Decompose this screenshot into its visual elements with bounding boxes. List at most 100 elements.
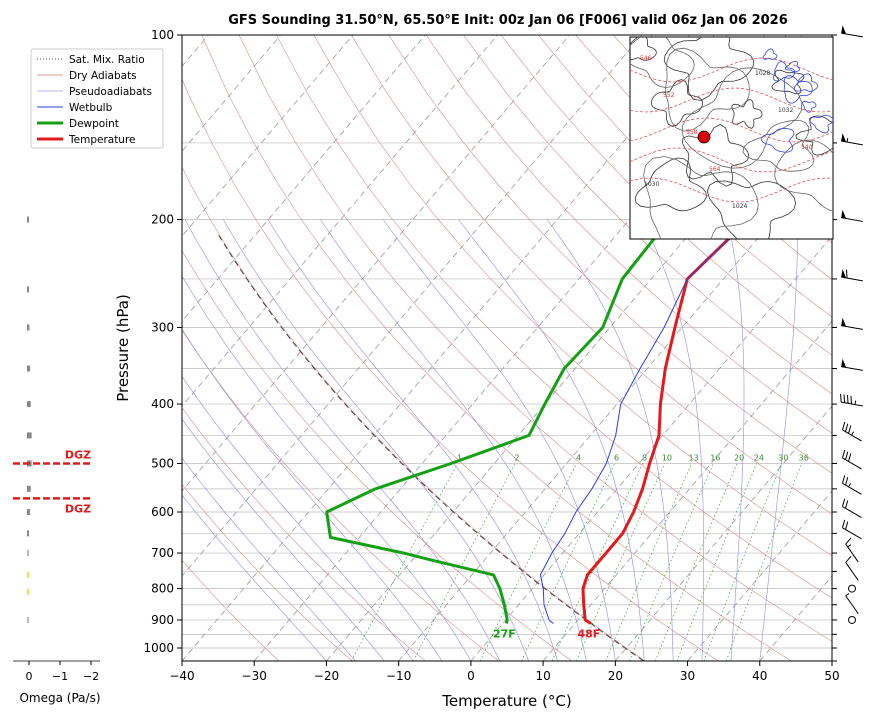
mixing-ratio-label: 20 — [734, 453, 744, 462]
legend-label: Pseudoadiabats — [69, 86, 152, 98]
wind-barb — [845, 555, 859, 581]
wind-barbs — [840, 25, 863, 624]
x-tick-label: 20 — [608, 669, 623, 683]
wind-barb — [841, 133, 863, 146]
map-contour — [650, 79, 704, 127]
pseudoadiabat — [727, 219, 745, 661]
map-contour — [784, 60, 800, 73]
wind-barb — [841, 475, 862, 495]
mixing-ratio-line — [703, 463, 782, 661]
map-contour — [742, 119, 815, 172]
y-tick-label: 400 — [151, 397, 174, 411]
pseudoadiabat — [223, 219, 529, 661]
map-contour-label: 1032 — [778, 107, 793, 114]
dry-adiabat — [538, 35, 832, 318]
y-tick-label: 500 — [151, 456, 174, 470]
barb-full — [848, 453, 852, 462]
barb-half — [847, 544, 852, 548]
map-contour — [634, 157, 707, 212]
pseudoadiabat — [184, 219, 501, 661]
barb-staff — [842, 506, 862, 518]
isotherm-line — [182, 35, 498, 407]
pseudoadiabat — [382, 219, 616, 661]
barb-full — [850, 395, 853, 405]
y-tick-label: 200 — [151, 213, 174, 227]
dry-adiabat — [182, 559, 280, 661]
axes: −40 −30 −20 −10 0 10 20 30 40 50 100 200 300 400 500 60… — [143, 28, 839, 683]
dry-adiabat — [463, 35, 832, 395]
pseudoadiabat — [182, 275, 472, 661]
omega-bar — [27, 365, 31, 372]
wind-barb — [840, 393, 863, 407]
omega-bar — [27, 509, 31, 516]
barb-full — [848, 425, 852, 434]
y-tick-label: 800 — [151, 582, 174, 596]
legend-label: Temperature — [68, 134, 136, 146]
barb-staff — [842, 457, 862, 470]
map-contour — [762, 48, 778, 60]
barb-full — [843, 394, 846, 403]
barb-half — [848, 483, 851, 488]
barb-pennant — [841, 358, 847, 368]
series-dewpoint — [325, 44, 832, 624]
pseudoadiabat — [182, 375, 414, 661]
wind-barb-calm — [848, 584, 856, 593]
barb-staff — [845, 562, 859, 581]
dry-adiabat — [388, 35, 832, 474]
isotherm-line — [182, 35, 282, 152]
map-contour — [681, 67, 803, 169]
barb-full — [841, 498, 846, 507]
y-tick-label: 900 — [151, 613, 174, 627]
dry-adiabat — [182, 77, 719, 661]
y-tick-label: 300 — [151, 320, 174, 334]
omega-bar — [27, 324, 30, 331]
location-marker — [697, 130, 711, 144]
profile-curves — [325, 44, 832, 625]
mixing-ratio-line — [521, 463, 615, 661]
mixing-ratio-line — [654, 463, 738, 661]
map-contour-label: 546 — [640, 55, 652, 62]
omega-bar — [27, 485, 31, 492]
wind-barb-calm — [848, 615, 856, 624]
wind-barb — [845, 593, 859, 615]
isotherm-line — [542, 320, 832, 661]
map-contour — [760, 128, 795, 153]
map-contour-label: 564 — [709, 166, 721, 173]
legend-label: Dry Adiabats — [69, 70, 137, 82]
legend-label: Dewpoint — [69, 118, 119, 130]
omega-bar — [27, 401, 31, 408]
barb-staff — [842, 482, 862, 495]
wind-barb — [841, 209, 863, 222]
dry-adiabat — [351, 35, 832, 515]
map-contour-label: 552 — [663, 92, 675, 99]
map-content: 546 552 558 564 1024 1028 1032 540 1030 — [630, 37, 833, 239]
barb-pennant — [841, 25, 847, 34]
omega-bar — [27, 530, 29, 537]
map-contour — [808, 114, 833, 134]
y-tick-label: 700 — [151, 546, 174, 560]
x-tick-label: 0 — [467, 669, 475, 683]
barb-full — [845, 423, 849, 432]
barb-full — [845, 269, 848, 279]
x-tick-label: 40 — [752, 669, 767, 683]
mixing-ratio-label: 36 — [799, 453, 809, 462]
map-contour — [802, 100, 817, 113]
dry-adiabat — [500, 35, 832, 356]
dry-adiabat — [182, 166, 646, 661]
mixing-ratio-line — [351, 463, 458, 661]
wind-barb — [841, 269, 863, 282]
barb-staff — [841, 401, 863, 407]
temperature-surface-label: 48F — [577, 627, 600, 640]
barb-full — [845, 500, 849, 509]
mixing-ratio-label: 6 — [614, 453, 619, 462]
map-contour — [681, 124, 750, 187]
legend-label: Sat. Mix. Ratio — [69, 54, 145, 66]
isotherm-line — [182, 35, 354, 237]
barb-full — [840, 393, 842, 403]
dry-adiabat — [201, 35, 792, 661]
wind-barb — [845, 537, 859, 563]
omega-panel: 0 −1 −2 DGZ DGZ — [13, 216, 100, 683]
omega-tick-label: 0 — [26, 670, 33, 683]
